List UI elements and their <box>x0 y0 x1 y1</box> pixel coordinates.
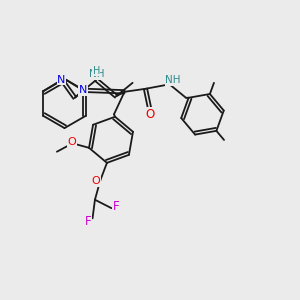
Text: O: O <box>146 108 154 121</box>
Text: N: N <box>57 75 66 85</box>
Text: O: O <box>68 137 76 147</box>
Text: NH: NH <box>89 69 105 80</box>
Text: N: N <box>79 85 87 95</box>
Text: F: F <box>112 200 119 213</box>
Text: NH: NH <box>165 75 181 85</box>
Text: H: H <box>93 66 100 76</box>
Text: F: F <box>85 215 91 228</box>
Text: O: O <box>92 176 100 186</box>
